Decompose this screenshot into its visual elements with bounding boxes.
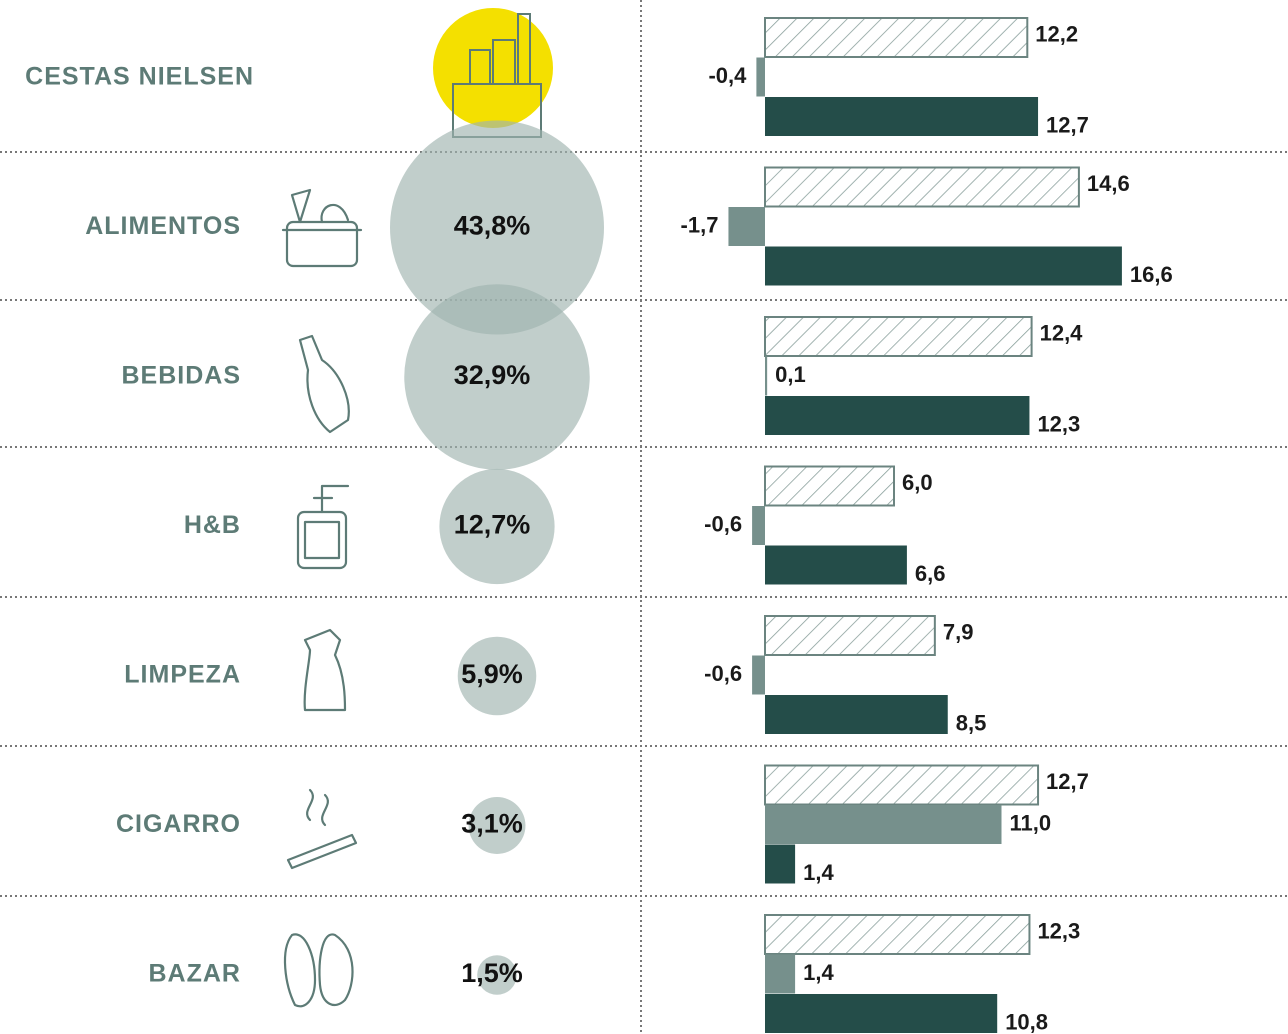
bar: [765, 844, 796, 884]
value-label: 10,8: [1005, 1009, 1048, 1034]
share-label: 32,9%: [454, 360, 531, 390]
value-label: 1,4: [803, 960, 834, 985]
category-label: BEBIDAS: [121, 362, 241, 390]
value-label: -1,7: [681, 212, 719, 237]
value-label: 0,1: [775, 362, 806, 387]
share-circle: [457, 636, 537, 716]
bar: [764, 465, 895, 507]
value-label: 12,7: [1046, 112, 1089, 137]
share-label: 3,1%: [461, 809, 523, 839]
bar: [756, 57, 765, 97]
value-label: 12,3: [1037, 918, 1080, 943]
value-label: 14,6: [1087, 171, 1130, 196]
category-label: CESTAS NIELSEN: [25, 63, 254, 91]
share-circle: [477, 955, 517, 995]
bar: [765, 994, 998, 1033]
bar: [765, 97, 1039, 136]
bar: [764, 166, 1080, 208]
bar: [765, 695, 948, 734]
share-circle: [404, 284, 590, 470]
value-label: -0,6: [704, 511, 742, 536]
bar: [765, 954, 796, 994]
value-label: 1,4: [803, 860, 834, 885]
bar: [764, 615, 936, 656]
value-label: 8,5: [956, 710, 987, 735]
bar: [728, 207, 765, 246]
bar: [764, 316, 1033, 357]
value-label: 12,3: [1037, 411, 1080, 436]
bar: [764, 764, 1040, 806]
share-circle: [390, 120, 604, 335]
share-label: 5,9%: [461, 659, 523, 689]
icons: [281, 188, 363, 1008]
bar: [764, 17, 1029, 58]
category-label: ALIMENTOS: [85, 212, 241, 240]
value-label: 7,9: [943, 619, 974, 644]
value-label: 6,0: [902, 470, 933, 495]
bar: [765, 396, 1030, 435]
basket-icon: [433, 8, 553, 138]
bar: [765, 356, 768, 396]
bar: [752, 506, 765, 545]
value-label: 16,6: [1130, 262, 1173, 287]
share-circle: [439, 468, 555, 585]
value-label: 12,2: [1035, 21, 1078, 46]
category-label: LIMPEZA: [124, 661, 241, 689]
bar: [765, 805, 1002, 844]
value-label: -0,6: [704, 661, 742, 686]
share-circle: [468, 797, 526, 854]
bar: [765, 246, 1122, 286]
share-label: 1,5%: [461, 958, 523, 988]
value-label: 6,6: [915, 561, 946, 586]
category-label: H&B: [184, 511, 241, 539]
bar: [752, 655, 765, 695]
bar: [765, 545, 907, 585]
share-label: 43,8%: [454, 211, 531, 241]
share-label: 12,7%: [454, 510, 531, 540]
bar: [764, 914, 1031, 955]
value-label: -0,4: [708, 63, 747, 88]
category-label: CIGARRO: [116, 810, 241, 838]
category-label: BAZAR: [149, 960, 242, 988]
value-label: 12,4: [1040, 320, 1084, 345]
value-label: 12,7: [1046, 769, 1089, 794]
value-label: 11,0: [1010, 810, 1052, 835]
